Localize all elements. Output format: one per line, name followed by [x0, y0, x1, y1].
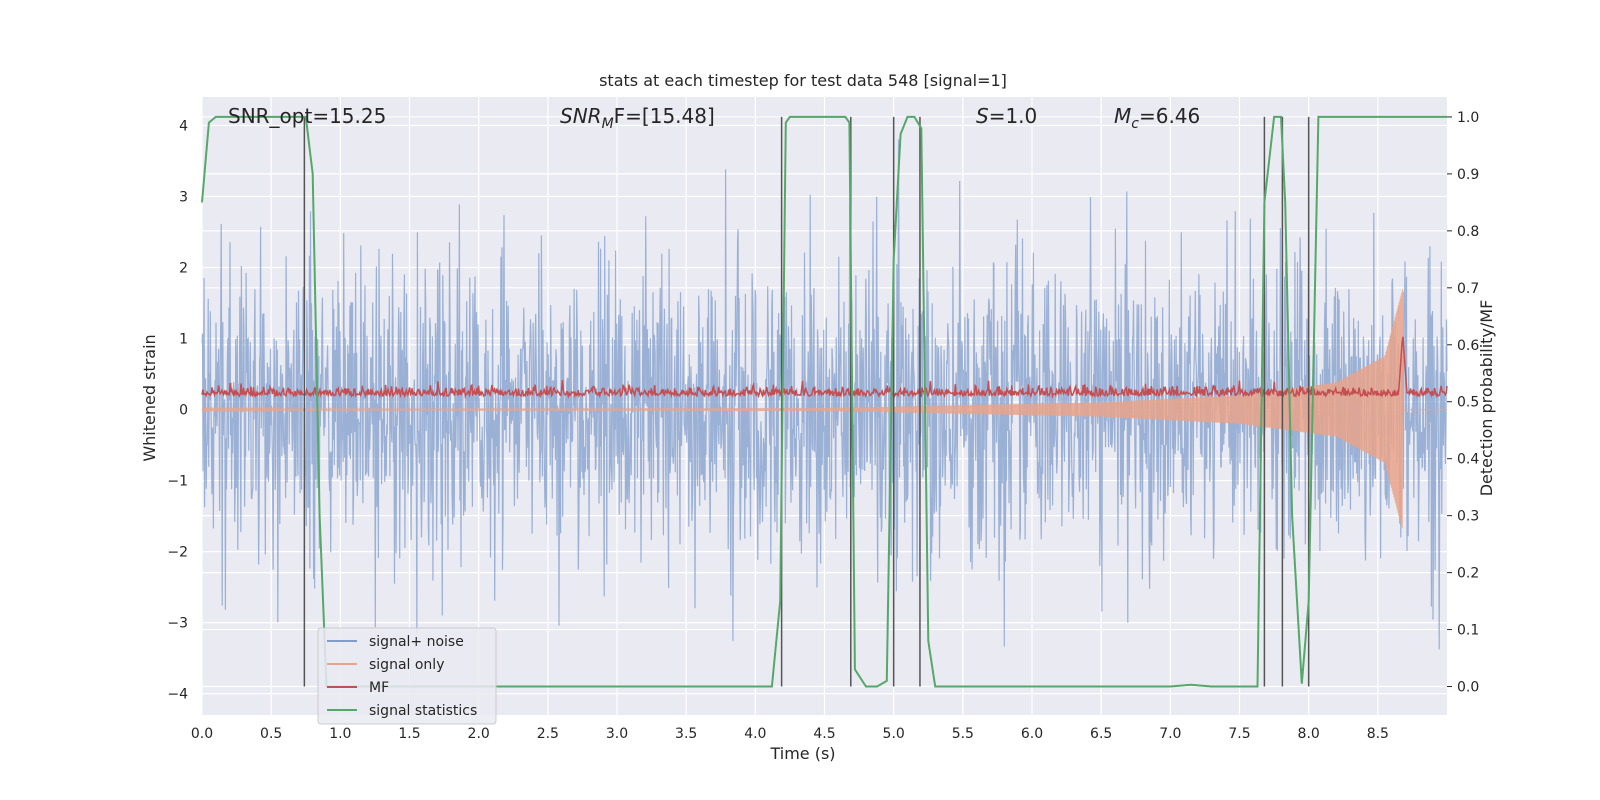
y-tick-label: −3: [167, 616, 188, 632]
series-mf: [201, 336, 1448, 399]
legend-label-signal-only: signal only: [369, 657, 444, 673]
annotation-mc-italic: M: [1114, 104, 1131, 128]
chart-title: stats at each timestep for test data 548…: [599, 71, 1007, 90]
x-tick-label: 5.5: [952, 726, 974, 742]
y2-tick-label: 0.8: [1457, 224, 1479, 240]
annotation-snr-mf: SNRMF=[15.48]: [560, 104, 715, 132]
y2-tick-label: 0.2: [1457, 566, 1479, 582]
annotation-snr-mf-rest: F=[15.48]: [614, 104, 715, 128]
annotation-snr-opt: SNR_opt=15.25: [228, 104, 386, 128]
y2-tick-label: 0.4: [1457, 452, 1479, 468]
x-tick-label: 2.0: [468, 726, 490, 742]
y2-tick-label: 0.6: [1457, 338, 1479, 354]
y-tick-label: 2: [179, 260, 188, 276]
x-tick-label: 6.0: [1021, 726, 1043, 742]
x-tick-label: 0.0: [191, 726, 213, 742]
annotation-s-italic: S: [976, 104, 989, 128]
x-tick-label: 7.0: [1159, 726, 1181, 742]
x-tick-label: 1.0: [329, 726, 351, 742]
y2-tick-label: 0.7: [1457, 281, 1479, 297]
y-tick-label: −1: [167, 474, 188, 490]
annotation-s: S=1.0: [976, 104, 1037, 128]
y2-tick-label: 0.3: [1457, 509, 1479, 525]
x-tick-label: 4.0: [744, 726, 766, 742]
y-tick-label: −2: [167, 545, 188, 561]
x-tick-label: 7.5: [1228, 726, 1250, 742]
y2-tick-label: 0.1: [1457, 623, 1479, 639]
x-axis-label: Time (s): [769, 744, 835, 763]
y2-tick-label: 0.5: [1457, 395, 1479, 411]
series-signal-only: [201, 289, 1447, 529]
x-tick-label: 6.5: [1090, 726, 1112, 742]
y2-tick-label: 0.0: [1457, 680, 1479, 696]
series-signal-statistics: [201, 115, 1447, 688]
y2-tick-label: 1.0: [1457, 110, 1479, 126]
y-tick-label: 1: [179, 332, 188, 348]
annotation-mc: Mc=6.46: [1114, 104, 1200, 132]
x-tick-label: 3.5: [675, 726, 697, 742]
annotation-mc-rest: =6.46: [1139, 104, 1200, 128]
x-tick-label: 0.5: [260, 726, 282, 742]
x-tick-label: 8.0: [1298, 726, 1320, 742]
x-tick-label: 2.5: [537, 726, 559, 742]
annotation-snr-mf-italic: SNR: [560, 104, 602, 128]
y-axis-label: Whitened strain: [140, 334, 159, 461]
y2-tick-label: 0.9: [1457, 167, 1479, 183]
x-tick-label: 8.5: [1367, 726, 1389, 742]
legend-label-mf: MF: [369, 680, 389, 696]
x-tick-label: 4.5: [813, 726, 835, 742]
annotation-mc-sub: c: [1131, 116, 1139, 132]
annotation-s-rest: =1.0: [989, 104, 1038, 128]
y-tick-label: 0: [179, 403, 188, 419]
x-tick-label: 3.0: [606, 726, 628, 742]
x-tick-label: 1.5: [398, 726, 420, 742]
legend-label-signal-statistics: signal statistics: [369, 703, 477, 719]
y2-axis-label: Detection probability/MF: [1477, 300, 1496, 497]
annotation-snr-mf-sub: M: [602, 116, 614, 132]
y-tick-label: −4: [167, 687, 188, 703]
legend: signal+ noise signal only MF signal stat…: [317, 627, 497, 725]
y-tick-label: 3: [179, 189, 188, 205]
x-tick-label: 5.0: [883, 726, 905, 742]
series-signal-noise: [201, 139, 1448, 650]
legend-box: [317, 627, 497, 725]
y-tick-label: 4: [179, 118, 188, 134]
legend-label-signal-noise: signal+ noise: [369, 634, 464, 650]
